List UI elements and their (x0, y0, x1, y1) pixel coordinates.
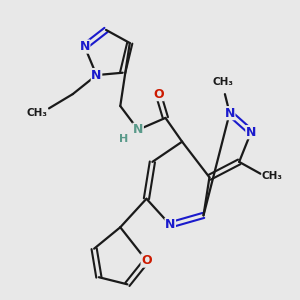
Text: CH₃: CH₃ (262, 171, 283, 181)
Text: N: N (80, 40, 90, 53)
Text: CH₃: CH₃ (27, 108, 48, 118)
Text: N: N (246, 126, 256, 139)
Text: H: H (119, 134, 128, 144)
Text: N: N (224, 106, 235, 120)
Text: O: O (141, 254, 152, 267)
Text: O: O (153, 88, 164, 100)
Text: N: N (91, 69, 102, 82)
Text: N: N (133, 123, 143, 136)
Text: CH₃: CH₃ (212, 77, 233, 87)
Text: N: N (165, 218, 175, 231)
